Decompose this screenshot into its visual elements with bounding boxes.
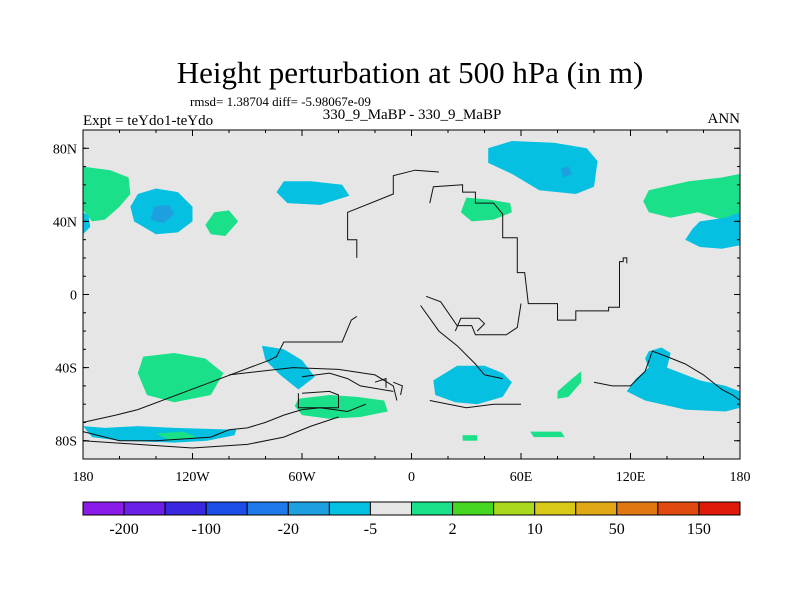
colorbar-box — [534, 501, 577, 516]
contour-region — [462, 435, 478, 441]
plot-background — [83, 130, 740, 459]
tick-marks — [82, 130, 741, 459]
coastline — [347, 169, 439, 258]
y-tick-label: 40S — [55, 362, 77, 377]
colorbar-box — [616, 501, 659, 516]
coastline — [297, 390, 339, 409]
coastline — [429, 400, 521, 409]
coastline-layer — [82, 169, 741, 449]
contour-region — [137, 353, 224, 403]
stats-text: rmsd= 1.38704 diff= -5.98067e-09 — [190, 94, 371, 109]
coastline — [82, 315, 358, 423]
colorbar-box — [205, 501, 248, 516]
contour-region — [685, 212, 740, 249]
colorbar-box — [657, 501, 700, 516]
contour-region — [261, 345, 315, 390]
y-tick-label: 80S — [55, 435, 77, 450]
colorbar-box — [369, 501, 413, 516]
tick-labels: 180 120W 60W 0 60E 120E 180 80N 40N 0 40S 80S — [53, 142, 751, 485]
coastline — [425, 295, 522, 336]
x-tick-label: 0 — [408, 470, 415, 485]
colorbar-labels: -200 -100 -20 -5 2 10 50 150 — [109, 521, 710, 538]
x-tick-label: 60W — [288, 470, 316, 485]
colorbar-label: -20 — [278, 521, 299, 538]
experiment-label: Expt = teYdo1-teYdo — [83, 113, 213, 129]
colorbar-label: -200 — [109, 521, 138, 538]
contour-region — [83, 166, 131, 222]
colorbar-box — [452, 501, 495, 516]
coastline — [301, 372, 394, 392]
colorbar-box — [82, 501, 125, 516]
contour-region — [643, 173, 740, 225]
colorbar-box — [575, 501, 618, 516]
coastline — [82, 403, 367, 442]
coastline — [429, 184, 628, 321]
coastline — [454, 317, 486, 332]
coastline — [420, 305, 503, 380]
x-tick-label: 120W — [175, 470, 210, 485]
coastline — [82, 416, 339, 449]
contour-region — [626, 347, 740, 412]
colorbar — [82, 501, 741, 516]
season-label: ANN — [708, 111, 741, 127]
colorbar-box — [123, 501, 166, 516]
contour-region — [83, 212, 91, 235]
contour-region — [150, 204, 175, 224]
contour-regions — [83, 141, 740, 443]
colorbar-box — [411, 501, 454, 516]
colorbar-label: 10 — [527, 521, 543, 538]
contour-region — [294, 395, 388, 419]
colorbar-box — [493, 501, 536, 516]
coastline — [593, 350, 741, 401]
y-tick-label: 80N — [53, 142, 77, 157]
contour-region — [205, 210, 239, 236]
colorbar-box — [287, 501, 330, 516]
contour-region — [276, 181, 350, 205]
x-tick-label: 60E — [510, 470, 533, 485]
contour-region — [530, 431, 565, 438]
colorbar-box — [698, 501, 741, 516]
coastline — [228, 367, 398, 401]
x-tick-label: 180 — [730, 470, 751, 485]
colorbar-label: -5 — [364, 521, 377, 538]
colorbar-box — [164, 501, 207, 516]
x-tick-label: 120E — [616, 470, 646, 485]
contour-region — [488, 141, 598, 194]
colorbar-box — [246, 501, 289, 516]
contour-region — [557, 371, 582, 399]
y-tick-label: 0 — [70, 289, 77, 304]
coastline — [393, 381, 403, 396]
contour-region — [433, 365, 512, 405]
x-tick-label: 180 — [73, 470, 94, 485]
colorbar-label: 50 — [609, 521, 625, 538]
colorbar-box — [328, 501, 371, 516]
colorbar-label: 2 — [449, 521, 457, 538]
y-tick-label: 40N — [53, 215, 77, 230]
coastline — [374, 377, 387, 388]
center-label: 330_9_MaBP - 330_9_MaBP — [323, 107, 502, 123]
chart-title: Height perturbation at 500 hPa (in m) — [177, 55, 644, 90]
contour-region — [561, 166, 573, 178]
colorbar-label: 150 — [687, 521, 711, 538]
contour-region — [460, 197, 512, 222]
colorbar-label: -100 — [192, 521, 221, 538]
